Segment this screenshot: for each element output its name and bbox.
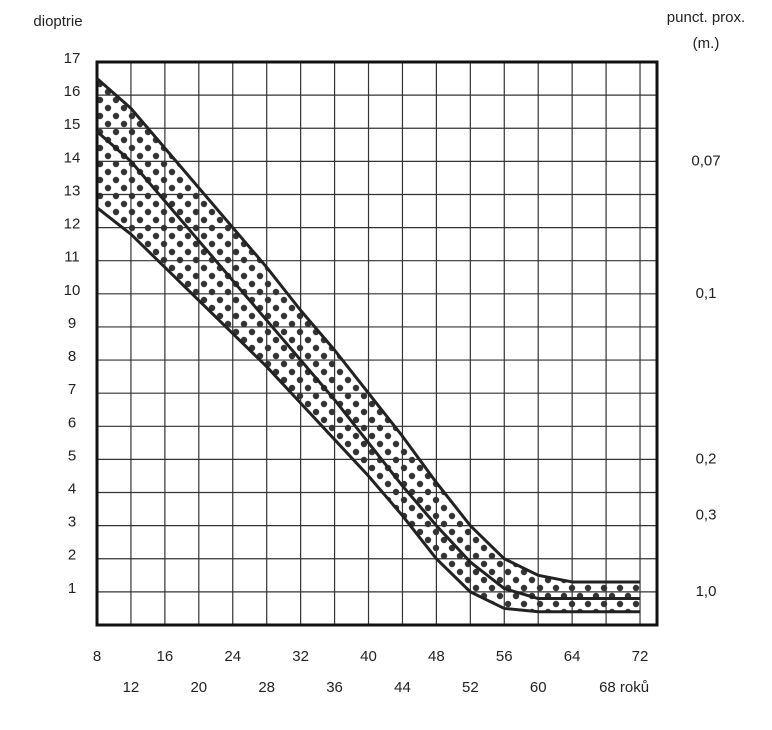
- y-tick-label: 9: [68, 315, 76, 332]
- x-tick-label: 28: [258, 679, 275, 696]
- y2-axis-label: punct. prox.: [667, 9, 745, 26]
- plot-frame: [95, 60, 659, 627]
- x-tick-label: 16: [157, 648, 174, 665]
- x-tick-label: 48: [428, 648, 445, 665]
- y-axis-label: dioptrie: [33, 13, 82, 30]
- x-tick-label: 60: [530, 679, 547, 696]
- y2-tick-label: 0,3: [696, 507, 717, 524]
- curve: [96, 130, 641, 601]
- x-tick-label: 44: [394, 679, 411, 696]
- curve: [96, 206, 641, 614]
- y-tick-label: 11: [64, 249, 80, 266]
- y2-tick-label: 1,0: [696, 583, 717, 600]
- x-tick-label: 12: [123, 679, 140, 696]
- x-tick-label: 40: [360, 648, 377, 665]
- y-tick-label: 5: [68, 447, 76, 464]
- y-tick-label: 17: [64, 50, 81, 67]
- y-tick-label: 1: [68, 580, 76, 597]
- x-tick-label: 52: [462, 679, 479, 696]
- y-tick-label: 2: [68, 547, 76, 564]
- y2-tick-label: 0,1: [696, 285, 717, 302]
- x-tick-label: 72: [632, 648, 649, 665]
- x-tick-label: 20: [190, 679, 207, 696]
- y-tick-label: 14: [64, 149, 81, 166]
- x-tick-label: 24: [224, 648, 241, 665]
- x-tick-label: 36: [326, 679, 343, 696]
- curve: [96, 77, 641, 584]
- y-tick-label: 8: [68, 348, 76, 365]
- y2-tick-label: 0,2: [696, 450, 717, 467]
- x-tick-label: 32: [292, 648, 309, 665]
- y-tick-label: 7: [68, 381, 76, 398]
- y-tick-label: 15: [64, 116, 81, 133]
- x-tick-label: 68 roků: [599, 679, 649, 696]
- y-tick-label: 6: [68, 414, 76, 431]
- y-tick-label: 4: [68, 480, 76, 497]
- x-tick-label: 8: [93, 648, 101, 665]
- y-tick-label: 3: [68, 514, 76, 531]
- y-tick-label: 12: [64, 216, 81, 233]
- y2-tick-label: 0,07: [691, 152, 720, 169]
- y-tick-label: 13: [64, 182, 81, 199]
- x-tick-label: 56: [496, 648, 513, 665]
- y-tick-label: 10: [64, 282, 81, 299]
- y2-axis-label: (m.): [693, 35, 720, 52]
- y-tick-label: 16: [64, 83, 81, 100]
- x-tick-label: 64: [564, 648, 581, 665]
